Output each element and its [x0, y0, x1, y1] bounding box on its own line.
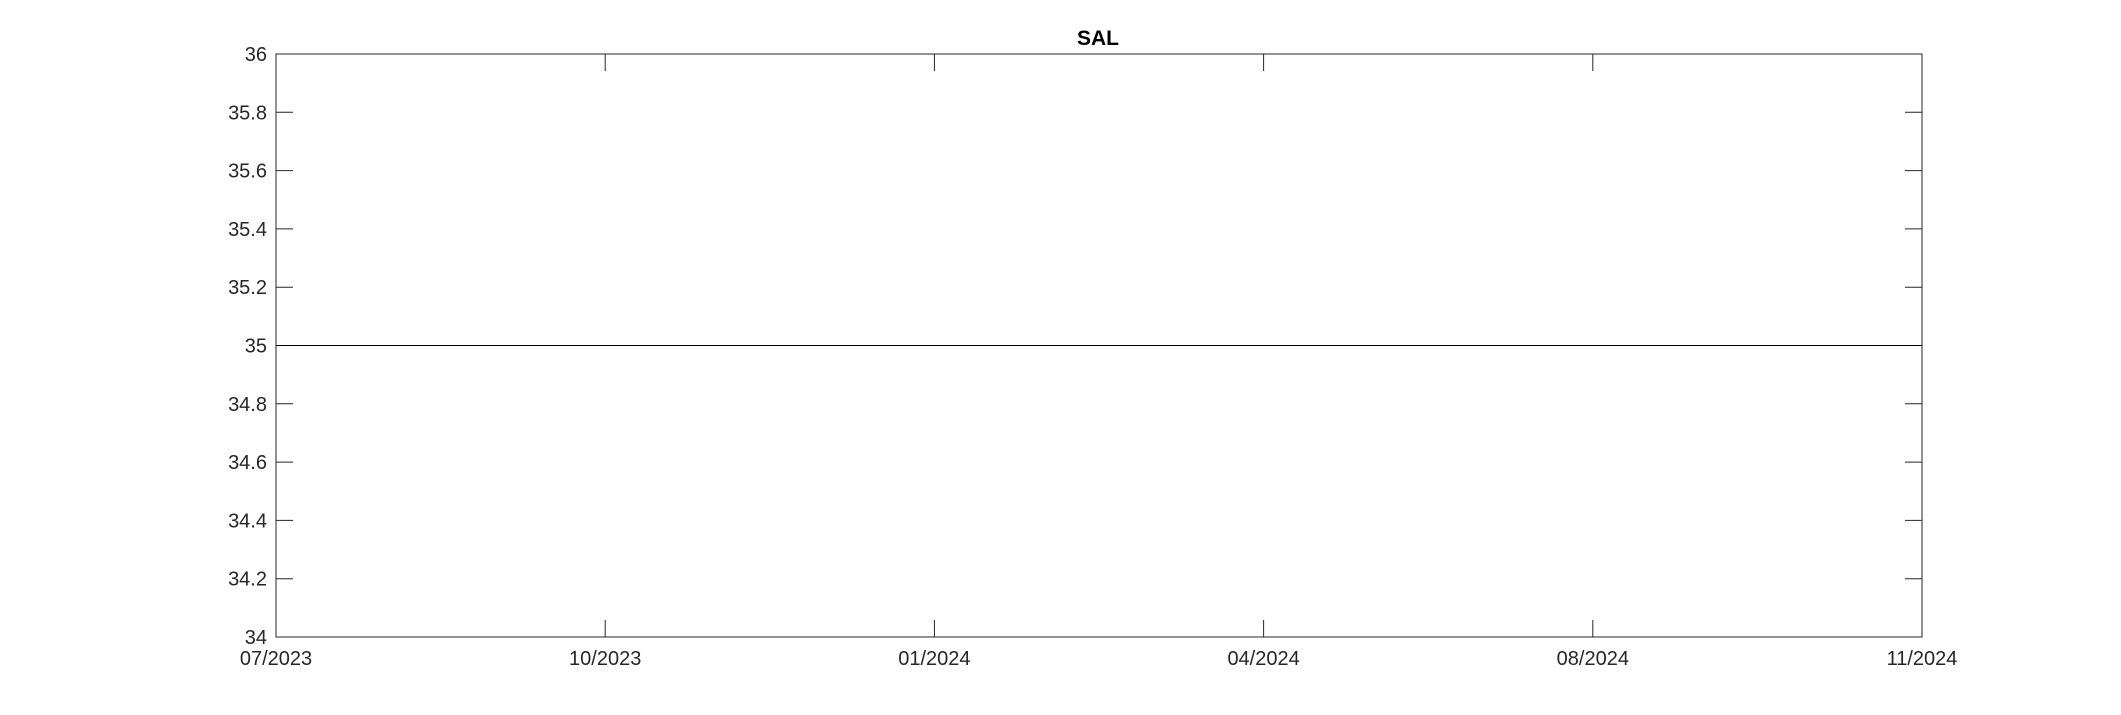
y-tick-label: 34.8	[228, 394, 267, 416]
x-tick-label: 08/2024	[1557, 648, 1629, 670]
y-tick-label: 34.4	[228, 510, 267, 532]
x-tick-label: 10/2023	[569, 648, 641, 670]
x-tick-label: 04/2024	[1227, 648, 1299, 670]
y-tick-label: 34.2	[228, 569, 267, 591]
y-axis: 34 34.2 34.4 34.6 34.8 35 35.2 35.4 35.6 35.8 36	[228, 44, 1922, 649]
y-tick-label: 35.2	[228, 277, 267, 299]
y-tick-label: 35.6	[228, 161, 267, 183]
chart-title: SAL	[1077, 27, 1119, 50]
x-tick-label: 01/2024	[898, 648, 970, 670]
y-tick-label: 35.4	[228, 219, 267, 241]
y-tick-label: 35.8	[228, 102, 267, 124]
x-axis: 07/2023 10/2023 01/2024 04/2024 08/2024 11/20…	[240, 54, 1958, 670]
y-tick-label: 34.6	[228, 452, 267, 474]
y-tick-label: 34	[245, 627, 267, 649]
y-tick-label: 36	[245, 44, 267, 66]
x-tick-label: 07/2023	[240, 648, 312, 670]
x-tick-label: 11/2024	[1887, 648, 1958, 670]
y-tick-label: 35	[245, 336, 267, 358]
